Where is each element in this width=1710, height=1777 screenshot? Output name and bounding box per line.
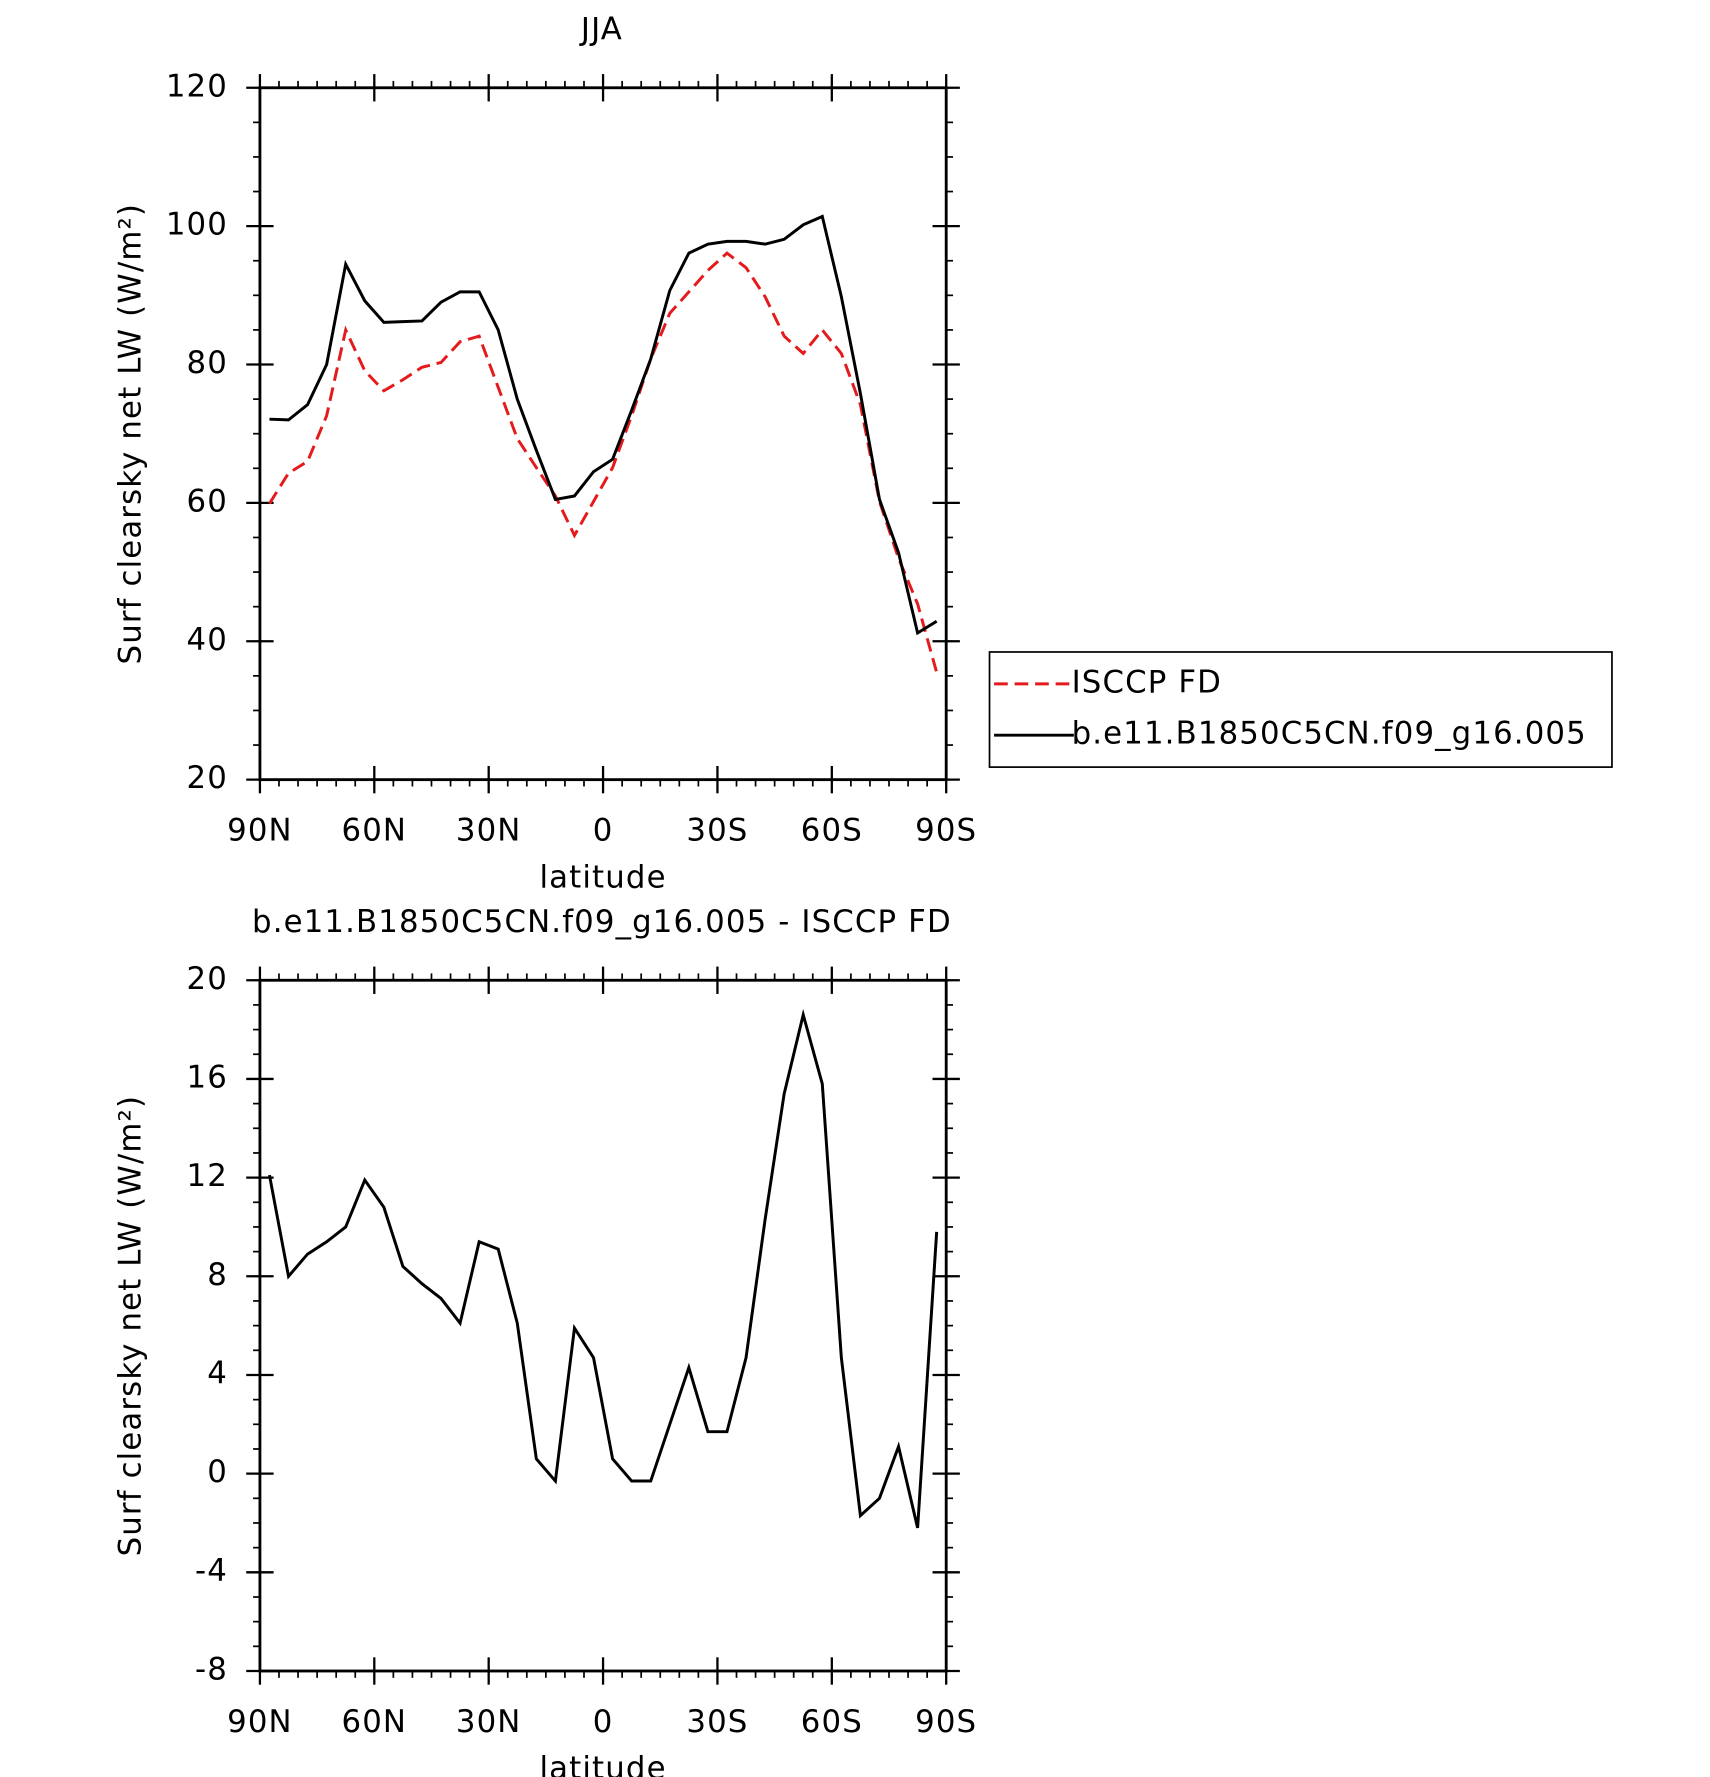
x-tick-label: 90N xyxy=(227,1704,293,1740)
x-axis-label: latitude xyxy=(539,859,666,895)
y-tick-label: 12 xyxy=(187,1158,228,1194)
y-axis-label: Surf clearsky net LW (W/m²) xyxy=(113,1095,149,1557)
x-tick-label: 60S xyxy=(801,1704,863,1740)
chart-title: JJA xyxy=(579,11,623,47)
legend-label: ISCCP FD xyxy=(1072,664,1222,700)
x-tick-label: 30S xyxy=(686,1704,748,1740)
plot-frame xyxy=(258,86,948,782)
x-tick-label: 60N xyxy=(342,1704,408,1740)
plot-frame xyxy=(258,978,948,1673)
data-line xyxy=(269,214,938,636)
x-tick-label: 90N xyxy=(227,813,293,849)
data-line xyxy=(268,251,939,673)
y-tick-label: 16 xyxy=(187,1059,228,1095)
y-tick-label: 80 xyxy=(187,345,228,381)
x-tick-label: 60S xyxy=(801,813,863,849)
y-axis-label: Surf clearsky net LW (W/m²) xyxy=(113,203,149,665)
y-tick-label: 20 xyxy=(187,760,228,796)
x-tick-label: 90S xyxy=(915,813,977,849)
y-tick-label: 120 xyxy=(166,68,228,104)
x-axis-label: latitude xyxy=(539,1751,666,1777)
y-tick-label: 100 xyxy=(166,207,228,243)
x-tick-label: 0 xyxy=(593,813,614,849)
chart-title: b.e11.B1850C5CN.f09_g16.005 - ISCCP FD xyxy=(252,904,952,940)
legend-label: b.e11.B1850C5CN.f09_g16.005 xyxy=(1072,716,1587,752)
x-tick-label: 30N xyxy=(456,1704,522,1740)
y-tick-label: 0 xyxy=(207,1454,228,1490)
y-tick-label: -8 xyxy=(195,1651,228,1687)
x-tick-label: 30S xyxy=(686,813,748,849)
x-tick-label: 0 xyxy=(593,1704,614,1740)
y-tick-label: 60 xyxy=(187,483,228,519)
y-tick-label: 8 xyxy=(207,1257,228,1293)
data-line xyxy=(267,1008,939,1529)
x-tick-label: 30N xyxy=(456,813,522,849)
y-tick-label: 4 xyxy=(207,1355,228,1391)
legend-box xyxy=(988,651,1613,768)
y-tick-label: 20 xyxy=(187,961,228,997)
x-tick-label: 90S xyxy=(915,1704,977,1740)
y-tick-label: 40 xyxy=(187,622,228,658)
x-tick-label: 60N xyxy=(342,813,408,849)
y-tick-label: -4 xyxy=(195,1553,228,1589)
